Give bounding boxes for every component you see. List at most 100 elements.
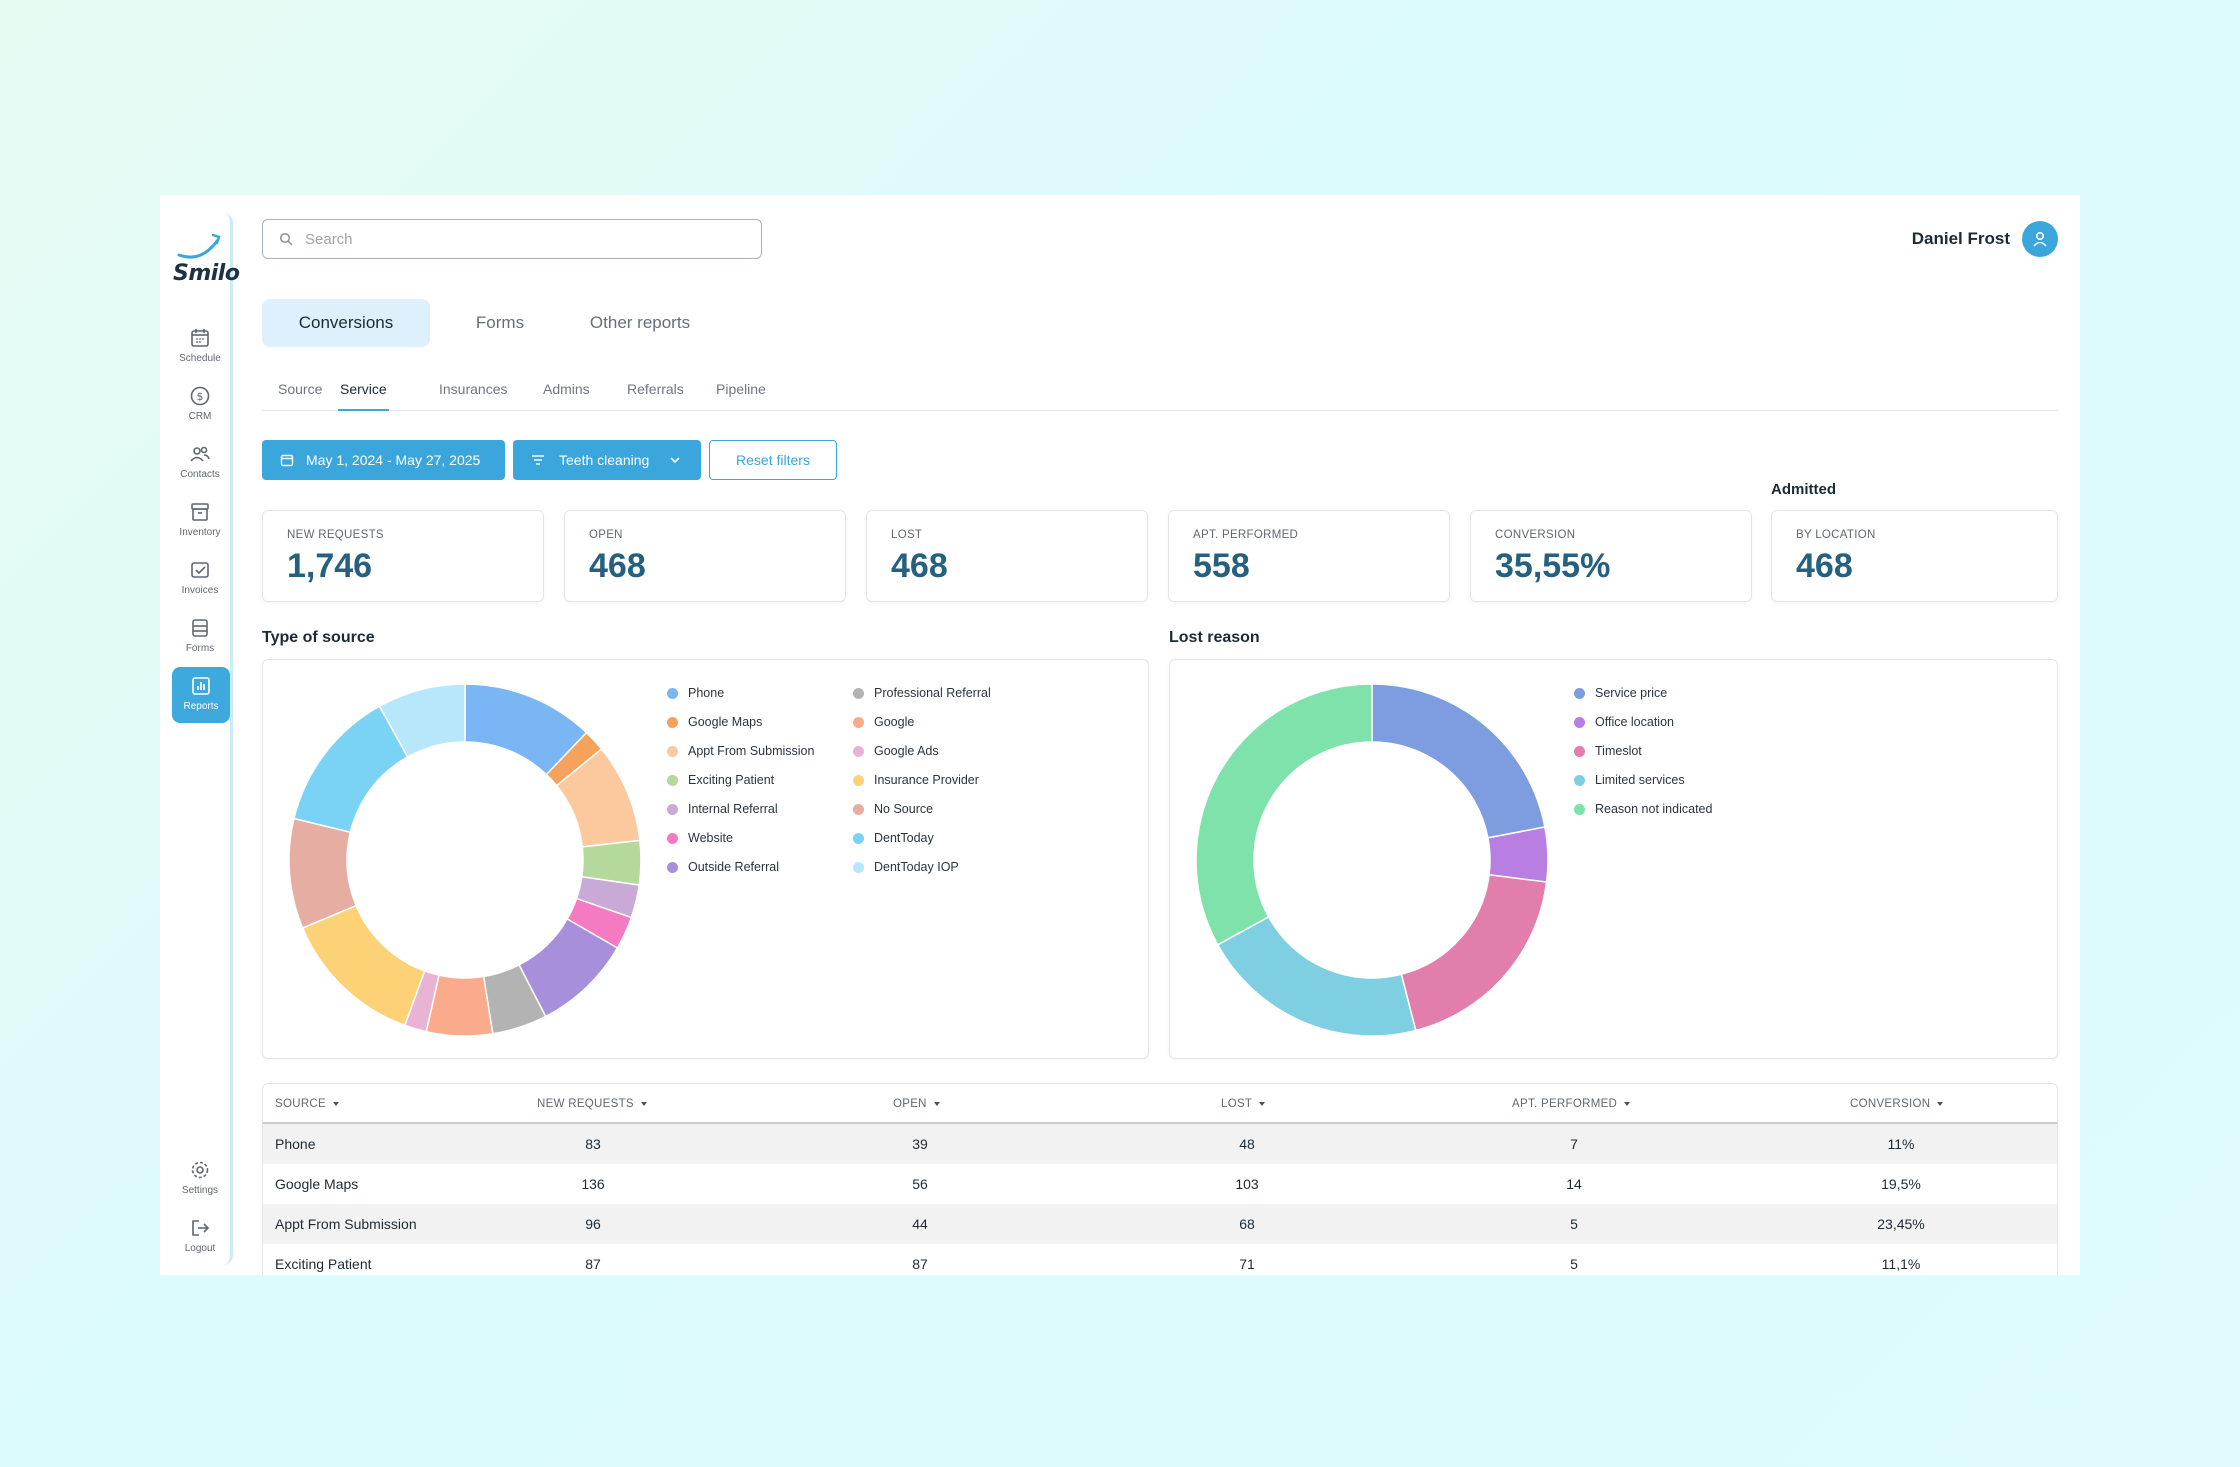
legend-item-internal-referral[interactable]: Internal Referral	[667, 802, 778, 816]
legend-item-google-maps[interactable]: Google Maps	[667, 715, 762, 729]
logo-text: Smilo	[173, 261, 240, 286]
slice-denttoday-iop[interactable]	[378, 683, 466, 758]
legend-item-insurance-provider[interactable]: Insurance Provider	[853, 773, 979, 787]
user-menu[interactable]: Daniel Frost	[1912, 221, 2058, 257]
subtab-source[interactable]: Source	[278, 381, 323, 397]
sidebar-item-invoices[interactable]: Invoices	[167, 551, 233, 607]
legend-swatch	[853, 774, 864, 786]
sort-caret-icon	[1624, 1101, 1631, 1106]
legend-item-denttoday[interactable]: DentToday	[853, 831, 934, 845]
stat-card-by-location: BY LOCATION 468	[1771, 510, 2058, 602]
slice-insurance-provider[interactable]	[301, 904, 426, 1027]
legend-swatch	[667, 745, 678, 757]
legend-item-no-source[interactable]: No Source	[853, 802, 933, 816]
legend-label: Google Ads	[874, 744, 939, 758]
slice-limited-services[interactable]	[1216, 915, 1417, 1037]
legend-item-limited-services[interactable]: Limited services	[1574, 773, 1685, 787]
cell-lost: 71	[1239, 1256, 1255, 1272]
legend-label: Office location	[1595, 715, 1674, 729]
box-icon	[191, 503, 209, 521]
table-row[interactable]: Google Maps 136 56 103 14 19,5%	[263, 1164, 2057, 1204]
legend-label: Exciting Patient	[688, 773, 775, 787]
stat-value: 1,746	[287, 547, 373, 585]
legend-label: No Source	[874, 802, 934, 816]
slice-service-price[interactable]	[1371, 683, 1546, 839]
sidebar-item-logout[interactable]: Logout	[167, 1209, 233, 1265]
stat-card-apt-performed: APT. PERFORMED 558	[1168, 510, 1450, 602]
chart-panel-type-of-source: Phone Google Maps Appt From Submission Exci…	[262, 659, 1149, 1059]
sort-caret-icon	[1259, 1101, 1266, 1106]
cell-apt-performed: 7	[1570, 1136, 1578, 1152]
column-header-label: LOST	[1221, 1098, 1253, 1110]
sidebar-item-label: Logout	[184, 1243, 216, 1254]
legend-swatch	[853, 687, 864, 699]
subtab-referrals[interactable]: Referrals	[627, 381, 684, 397]
sources-table: SOURCE NEW REQUESTS OPEN LOST APT. PERFO…	[262, 1083, 2058, 1275]
legend-swatch	[853, 745, 864, 757]
sort-caret-icon	[333, 1101, 340, 1106]
legend-item-denttoday-iop[interactable]: DentToday IOP	[853, 860, 959, 874]
column-header-label: APT. PERFORMED	[1512, 1098, 1618, 1110]
legend-label: Insurance Provider	[874, 773, 979, 787]
column-header-lost[interactable]: LOST	[1221, 1098, 1266, 1110]
slice-timeslot[interactable]	[1400, 873, 1548, 1032]
table-row[interactable]: Exciting Patient 87 87 71 5 11,1%	[263, 1244, 2057, 1275]
sidebar-item-contacts[interactable]: Contacts	[167, 435, 233, 491]
sidebar-item-schedule[interactable]: Schedule	[167, 319, 233, 375]
subtab-service[interactable]: Service	[338, 381, 389, 411]
column-header-conversion[interactable]: CONVERSION	[1850, 1098, 1944, 1110]
subtab-insurances[interactable]: Insurances	[439, 381, 508, 397]
legend-item-timeslot[interactable]: Timeslot	[1574, 744, 1642, 758]
column-header-source[interactable]: SOURCE	[275, 1098, 340, 1110]
column-header-open[interactable]: OPEN	[893, 1098, 940, 1110]
smilo-logo[interactable]: Smilo	[167, 223, 240, 293]
subtab-pipeline[interactable]: Pipeline	[716, 381, 766, 397]
column-header-new-requests[interactable]: NEW REQUESTS	[537, 1098, 647, 1110]
sidebar-item-crm[interactable]: $ CRM	[167, 377, 233, 433]
contacts-icon	[190, 446, 210, 462]
legend-item-service-price[interactable]: Service price	[1574, 686, 1667, 700]
legend-item-professional-referral[interactable]: Professional Referral	[853, 686, 991, 700]
legend-item-outside-referral[interactable]: Outside Referral	[667, 860, 779, 874]
legend-label: Timeslot	[1595, 744, 1642, 758]
legend-item-office-location[interactable]: Office location	[1574, 715, 1674, 729]
sidebar: Smilo Schedule $ CRM Contacts Inventory …	[167, 213, 240, 1265]
logout-icon	[192, 1220, 210, 1236]
legend-swatch	[1574, 687, 1585, 699]
legend-label: Website	[688, 831, 733, 845]
gear-icon	[191, 1161, 209, 1179]
service-filter-label: Teeth cleaning	[559, 452, 650, 468]
slice-reason-not-indicated[interactable]	[1195, 683, 1373, 946]
sidebar-item-forms[interactable]: Forms	[167, 609, 233, 665]
legend-item-website[interactable]: Website	[667, 831, 733, 845]
legend-item-google-ads[interactable]: Google Ads	[853, 744, 939, 758]
legend-item-reason-not-indicated[interactable]: Reason not indicated	[1574, 802, 1712, 816]
sidebar-item-settings[interactable]: Settings	[167, 1151, 233, 1207]
legend-swatch	[853, 803, 864, 815]
column-header-apt-performed[interactable]: APT. PERFORMED	[1512, 1098, 1631, 1110]
legend-item-exciting-patient[interactable]: Exciting Patient	[667, 773, 774, 787]
tab-other-reports[interactable]: Other reports	[589, 313, 691, 332]
table-row[interactable]: Phone 83 39 48 7 11%	[263, 1124, 2057, 1164]
legend-item-phone[interactable]: Phone	[667, 686, 724, 700]
legend-label: Reason not indicated	[1595, 802, 1713, 816]
sidebar-item-inventory[interactable]: Inventory	[167, 493, 233, 549]
avatar[interactable]	[2022, 221, 2058, 257]
legend-label: Internal Referral	[688, 802, 778, 816]
sidebar-item-reports[interactable]: Reports	[172, 667, 230, 723]
cell-new-requests: 96	[585, 1216, 601, 1232]
legend-item-appt-from-submission[interactable]: Appt From Submission	[667, 744, 814, 758]
tab-conversions[interactable]: Conversions	[262, 299, 430, 347]
service-filter-dropdown[interactable]: Teeth cleaning	[513, 440, 701, 480]
reset-filters-button[interactable]: Reset filters	[709, 440, 837, 480]
tab-forms[interactable]: Forms	[475, 313, 525, 332]
subtab-admins[interactable]: Admins	[543, 381, 590, 397]
date-range-filter-button[interactable]: May 1, 2024 - May 27, 2025	[262, 440, 505, 480]
cell-new-requests: 87	[585, 1256, 601, 1272]
cell-conversion: 23,45%	[1877, 1216, 1925, 1232]
table-row[interactable]: Appt From Submission 96 44 68 5 23,45%	[263, 1204, 2057, 1244]
search-input[interactable]: Search	[262, 219, 762, 259]
legend-swatch	[667, 803, 678, 815]
legend-item-google[interactable]: Google	[853, 715, 914, 729]
donut-chart-type-of-source	[288, 683, 642, 1037]
